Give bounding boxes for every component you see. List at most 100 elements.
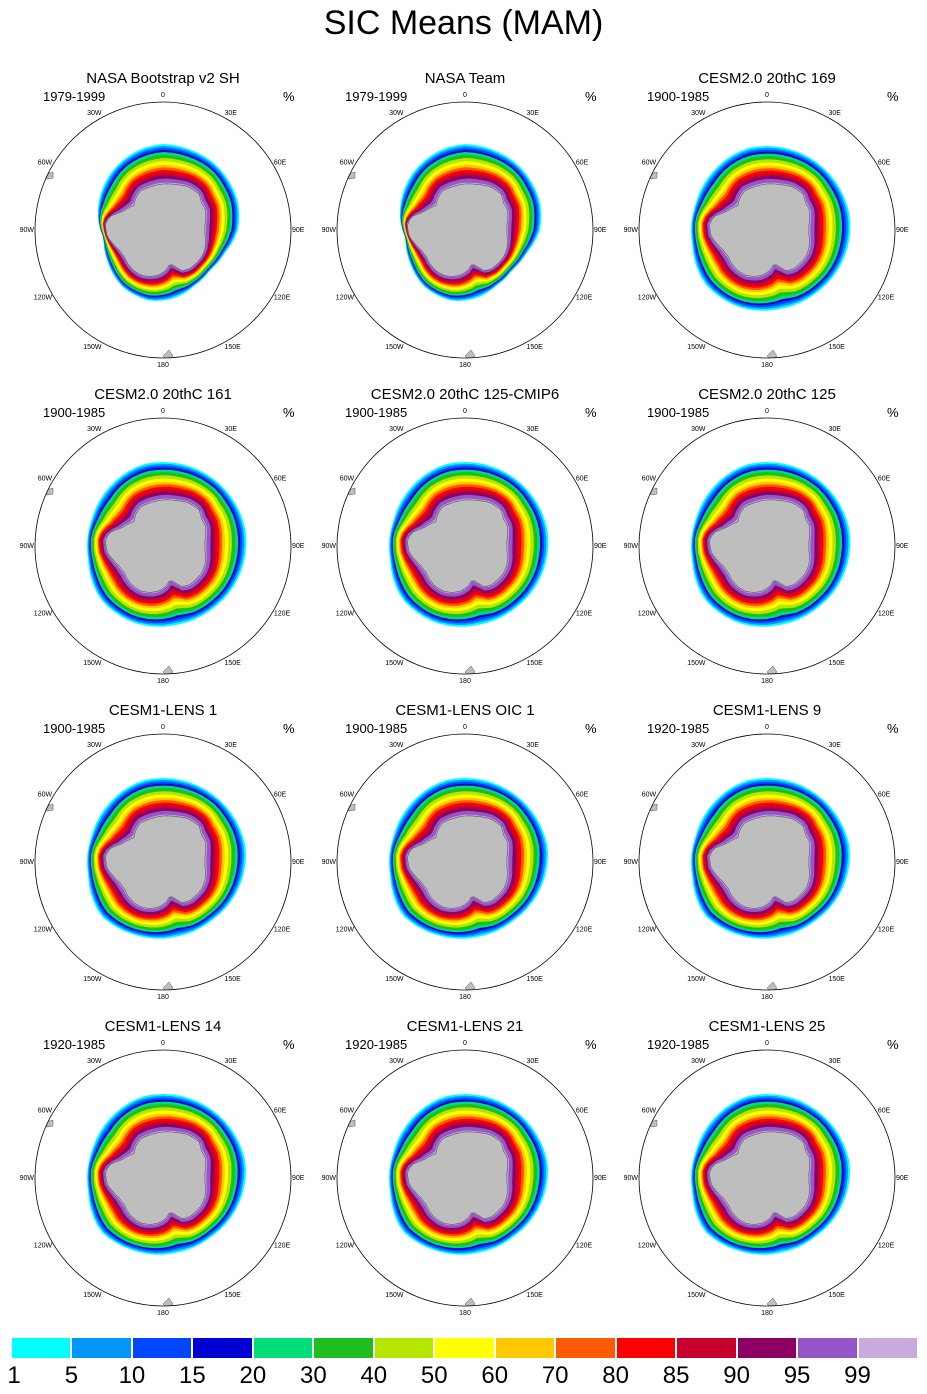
panel-title: CESM1-LENS OIC 1 [395,702,535,719]
colorbar-label: 95 [783,1362,811,1389]
colorbar-label: 90 [723,1362,750,1389]
polar-map: 0 30E 60E 90E 120E 150E 180 150W 120W 90W 60W 30W [20,724,305,1001]
lon-label: 150W [385,660,404,667]
lon-label: 90W [624,227,639,234]
colorbar-box [192,1337,253,1359]
lon-label: 150W [83,1292,102,1299]
south-america-land [337,1119,348,1147]
lon-label: 0 [463,1040,467,1047]
south-america-land [35,1119,46,1147]
lon-label: 90E [594,543,607,550]
lon-label: 120E [576,295,593,302]
lon-label: 30E [829,742,842,749]
lon-label: 180 [157,362,169,369]
panel-title: NASA Team [424,70,506,87]
map-boundary [336,733,594,991]
lon-label: 150W [83,976,102,983]
colorbar-box [797,1337,858,1359]
lon-label: 120E [878,1243,895,1250]
lon-label: 30E [225,426,238,433]
colorbar-label: 10 [118,1362,146,1389]
lon-label: 60E [878,160,891,167]
map-boundary [34,733,292,991]
lon-label: 30E [829,426,842,433]
colorbar-box [676,1337,737,1359]
lon-label: 180 [157,994,169,1001]
lon-label: 60E [274,792,287,799]
lon-label: 60E [274,476,287,483]
lon-label: 90W [322,227,337,234]
lon-label: 90E [896,543,909,550]
lon-label: 0 [463,92,467,99]
lon-label: 150W [385,1292,404,1299]
lon-label: 150E [527,1292,544,1299]
lon-label: 150E [829,1292,846,1299]
lon-label: 60E [576,1108,589,1115]
antarctica-landmass [709,1131,811,1225]
lon-label: 180 [761,1310,773,1317]
antarctica-landmass [105,183,207,277]
lon-label: 120E [274,611,291,618]
lon-label: 90E [292,1175,305,1182]
colorbar-box [11,1337,72,1359]
panel-title: CESM2.0 20thC 125 [698,386,836,403]
south-america-land [639,487,650,515]
map-panel: 0 30E 60E 90E 120E 150E 180 150W 120W 90W 60W 30W CE… [617,1018,917,1348]
lon-label: 150W [687,660,706,667]
colorbar-box [494,1337,556,1359]
lon-label: 120E [878,611,895,618]
lon-label: 120W [638,295,657,302]
lon-label: 30W [389,110,404,117]
unit-label: % [585,721,597,736]
lon-label: 120E [274,1243,291,1250]
lon-label: 60E [878,476,891,483]
lon-label: 90W [20,1175,35,1182]
period-label: 1900-1985 [345,405,408,420]
lon-label: 120W [638,611,657,618]
lon-label: 30W [389,426,404,433]
lon-label: 150E [829,976,846,983]
lon-label: 0 [765,92,769,99]
polar-map: 0 30E 60E 90E 120E 150E 180 150W 120W 90W 60W 30W [20,1040,305,1317]
unit-label: % [585,1037,597,1052]
lon-label: 30W [87,1058,102,1065]
polar-map: 0 30E 60E 90E 120E 150E 180 150W 120W 90W 60W 30W [624,724,909,1001]
unit-label: % [585,405,597,420]
lon-label: 90W [20,227,35,234]
lon-label: 0 [161,1040,165,1047]
lon-label: 150W [385,976,404,983]
south-america-land [639,803,650,831]
panel-title: CESM2.0 20thC 125-CMIP6 [370,386,560,403]
panel-title: CESM1-LENS 14 [104,1018,222,1035]
lon-label: 90W [624,543,639,550]
map-boundary [336,1049,594,1307]
lon-label: 30W [691,742,706,749]
unit-label: % [887,89,899,104]
lon-label: 150W [83,660,102,667]
lon-label: 120W [336,611,355,618]
lon-label: 90E [292,859,305,866]
lon-label: 180 [157,678,169,685]
new-zealand-islands [162,1297,174,1306]
map-panel: 0 30E 60E 90E 120E 150E 180 150W 120W 90W 60W 30W CE… [315,386,615,716]
south-america-land [35,171,46,199]
colorbar-label: 85 [662,1362,690,1389]
lon-label: 60E [274,1108,287,1115]
figure-title: SIC Means (MAM) [323,4,604,42]
map-panel: 0 30E 60E 90E 120E 150E 180 150W 120W 90W 60W 30W CE… [617,702,917,1032]
map-boundary [638,101,896,359]
colorbar-box [71,1337,132,1359]
antarctica-landmass [407,1131,509,1225]
colorbar-box [555,1337,616,1359]
lon-label: 30W [389,742,404,749]
map-boundary [34,417,292,675]
lon-label: 180 [761,678,773,685]
colorbar [11,1337,918,1359]
lon-label: 30E [829,110,842,117]
map-panel: 0 30E 60E 90E 120E 150E 180 150W 120W 90W 60W 30W CE… [617,386,917,716]
unit-label: % [283,89,295,104]
lon-label: 90W [322,543,337,550]
new-zealand-islands [766,1297,778,1306]
lon-label: 180 [459,678,471,685]
lon-label: 120W [34,1243,53,1250]
